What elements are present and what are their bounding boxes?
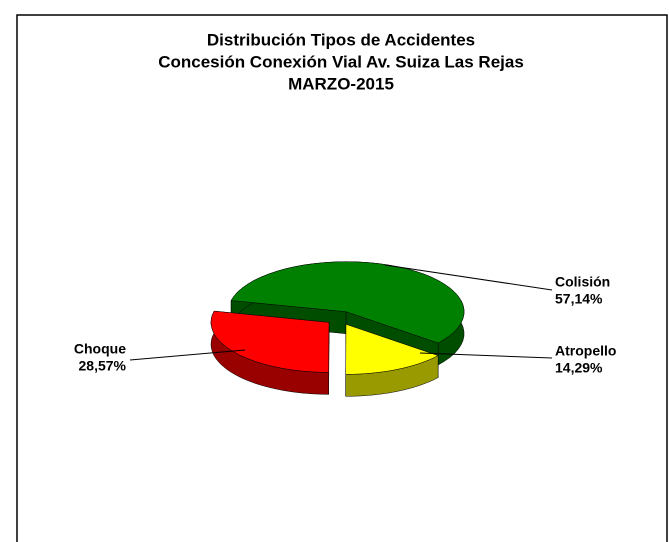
slice-label: Atropello — [555, 343, 616, 359]
leader-line — [419, 352, 553, 359]
value-label: 14,29% — [555, 360, 603, 376]
chart-title: MARZO-2015 — [288, 74, 394, 93]
slice-top — [345, 323, 439, 375]
value-label: 28,57% — [79, 358, 127, 374]
frame — [16, 14, 668, 542]
leader-line — [129, 349, 246, 361]
leader-line — [384, 264, 553, 291]
chart-title: Concesión Conexión Vial Av. Suiza Las Re… — [158, 52, 524, 71]
slice-label: Choque — [74, 341, 126, 357]
slice-top — [210, 310, 330, 373]
value-label: 57,14% — [555, 291, 603, 307]
slice-label: Colisión — [555, 274, 610, 290]
chart-title: Distribución Tipos de Accidentes — [207, 30, 475, 49]
